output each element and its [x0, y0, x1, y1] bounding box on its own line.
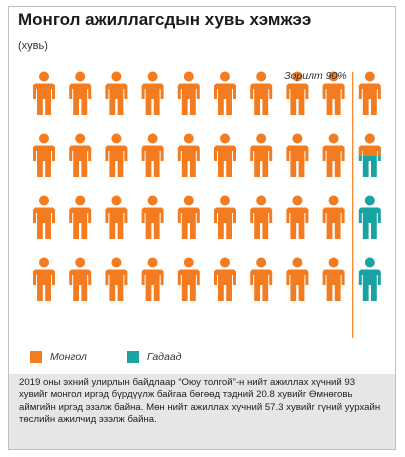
person-icon: [250, 133, 273, 177]
person-icon: [177, 195, 200, 239]
person-icon: [69, 133, 92, 177]
person-icon: [322, 195, 345, 239]
person-icon: [322, 71, 345, 115]
chart-title: Монгол ажиллагсдын хувь хэмжээ: [18, 10, 312, 29]
person-icon: [141, 195, 164, 239]
chart-subtitle: (хувь): [18, 40, 48, 52]
person-icon: [141, 257, 164, 301]
person-icon: [250, 257, 273, 301]
legend-label-gadaad: Гадаад: [146, 351, 182, 363]
person-icon: [214, 71, 236, 115]
person-icon: [177, 257, 200, 301]
legend-label-mongol: Монгол: [50, 351, 87, 363]
person-icon: [286, 133, 309, 177]
person-icon: [141, 71, 164, 115]
person-icon: [33, 71, 55, 115]
person-icon: [358, 71, 381, 115]
person-icon: [286, 195, 309, 239]
person-icon: [322, 133, 345, 177]
person-icon: [214, 195, 236, 239]
person-icon: [69, 71, 92, 115]
person-icon: [33, 195, 55, 239]
person-icon: [250, 71, 273, 115]
person-icon: [69, 195, 92, 239]
legend-item-gadaad: Гадаад: [126, 351, 182, 363]
legend-swatch-mongol: [30, 351, 42, 363]
person-icon: [358, 133, 381, 177]
person-icon: [358, 257, 381, 301]
legend: Монгол Гадаад: [30, 350, 221, 364]
person-icon: [33, 133, 55, 177]
person-icon: [105, 71, 128, 115]
person-icon: [177, 71, 200, 115]
person-icon: [105, 133, 128, 177]
footer-text: 2019 оны эхний улирлын байдлаар “Оюу тол…: [19, 377, 381, 426]
legend-item-mongol: Монгол: [30, 351, 87, 363]
pictogram-chart: Зорилт 90%: [33, 70, 381, 338]
person-icon: [69, 257, 92, 301]
person-icon: [286, 257, 309, 301]
person-icon: [358, 195, 381, 239]
person-icon: [286, 71, 309, 115]
person-icon: [214, 257, 236, 301]
person-icon: [105, 195, 128, 239]
footer-note: 2019 оны эхний улирлын байдлаар “Оюу тол…: [9, 374, 395, 449]
person-icon: [105, 257, 128, 301]
person-icon: [33, 257, 55, 301]
person-icon: [322, 257, 345, 301]
person-icon: [250, 195, 273, 239]
person-icon: [141, 133, 164, 177]
legend-swatch-gadaad: [126, 351, 139, 363]
target-label: Зорилт 90%: [284, 70, 347, 82]
person-icon: [214, 133, 236, 177]
person-icon: [177, 133, 200, 177]
